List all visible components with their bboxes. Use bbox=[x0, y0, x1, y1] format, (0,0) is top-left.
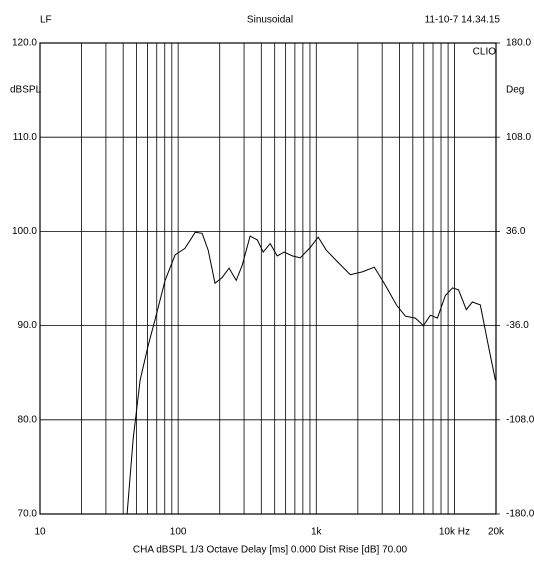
y2-tick-label: 108.0 bbox=[506, 132, 531, 143]
y2-tick-label: 180.0 bbox=[506, 38, 531, 49]
y2-tick-label: 36.0 bbox=[506, 226, 526, 237]
y-tick-label: 90.0 bbox=[18, 320, 38, 331]
y2-tick-label: -108.0 bbox=[506, 414, 534, 425]
y2-tick-label: -36.0 bbox=[506, 320, 529, 331]
footer: CHA dBSPL 1/3 Octave Delay [ms] 0.000 Di… bbox=[133, 545, 408, 556]
y-axis-label: dBSPL bbox=[10, 85, 42, 96]
y-tick-label: 100.0 bbox=[12, 226, 37, 237]
chart-title: Sinusoidal bbox=[247, 15, 293, 26]
channel-label: LF bbox=[40, 15, 52, 26]
x-tick-label: 100 bbox=[170, 527, 187, 538]
y2-tick-label: -180.0 bbox=[506, 509, 534, 520]
timestamp: 11-10-7 14.34.15 bbox=[425, 15, 501, 26]
plot-border bbox=[39, 42, 497, 515]
x-tick-label: 10 bbox=[34, 527, 46, 538]
response-curve bbox=[126, 231, 496, 515]
y-tick-label: 70.0 bbox=[18, 509, 38, 520]
y-tick-label: 110.0 bbox=[13, 132, 38, 143]
y-tick-label: 120.0 bbox=[12, 38, 37, 49]
y2-axis-label: Deg bbox=[506, 85, 524, 96]
x-tick-label: 1k bbox=[311, 527, 323, 538]
brand: CLIO bbox=[473, 47, 497, 58]
y-tick-label: 80.0 bbox=[18, 414, 38, 425]
x-tick-label: 20k bbox=[488, 527, 505, 538]
x-tick-label: 10k Hz bbox=[439, 527, 470, 538]
